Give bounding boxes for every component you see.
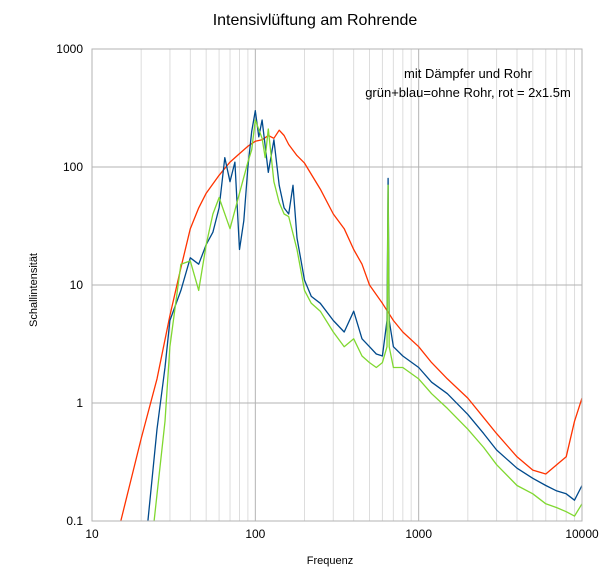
annotation-line-2: grün+blau=ohne Rohr, rot = 2x1.5m: [365, 85, 571, 100]
x-axis-label: Frequenz: [307, 555, 353, 567]
annotation-line-1: mit Dämpfer und Rohr: [404, 66, 533, 81]
x-tick-label: 1000: [405, 527, 432, 541]
x-tick-label: 10: [85, 527, 99, 541]
y-tick-label: 100: [63, 160, 83, 174]
x-tick-label: 10000: [565, 527, 599, 541]
y-tick-label: 1000: [56, 42, 83, 56]
x-tick-label: 100: [245, 527, 265, 541]
plot-frame: [91, 48, 583, 522]
y-tick-label: 1: [76, 396, 83, 410]
chart-title: Intensivlüftung am Rohrende: [213, 12, 418, 29]
grid: [91, 48, 582, 522]
y-tick-label: 0.1: [66, 514, 83, 528]
ticks: 10 100 1000 10000 0.1 1 10 100 1000: [56, 42, 599, 541]
y-tick-label: 10: [70, 278, 84, 292]
y-axis-label: Schallintensität: [28, 253, 40, 327]
series-group: [120, 110, 583, 522]
series-line-3: [153, 119, 583, 522]
series-line-1: [120, 129, 583, 522]
